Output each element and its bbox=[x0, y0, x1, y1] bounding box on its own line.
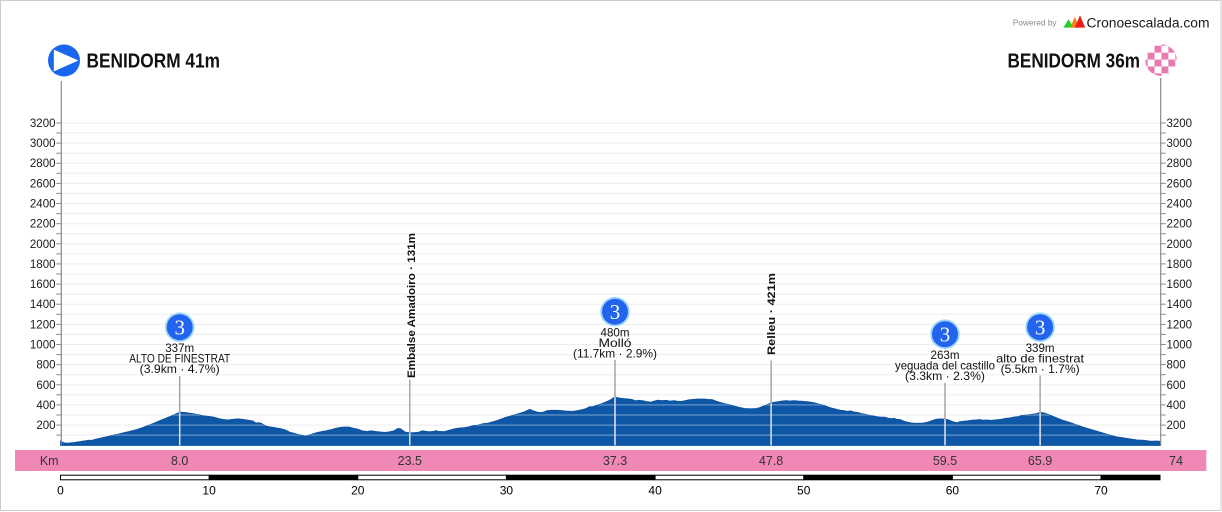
svg-text:2200: 2200 bbox=[1167, 219, 1193, 231]
svg-text:2800: 2800 bbox=[30, 158, 56, 170]
svg-text:600: 600 bbox=[1167, 380, 1186, 392]
svg-text:337m: 337m bbox=[165, 341, 194, 355]
svg-text:600: 600 bbox=[36, 380, 55, 392]
svg-text:1000: 1000 bbox=[30, 340, 56, 352]
svg-text:10: 10 bbox=[202, 484, 216, 498]
svg-text:(5.5km · 1.7%): (5.5km · 1.7%) bbox=[1001, 362, 1080, 376]
svg-text:800: 800 bbox=[1167, 360, 1186, 372]
svg-text:2400: 2400 bbox=[30, 199, 56, 211]
svg-text:1600: 1600 bbox=[1167, 279, 1193, 291]
svg-text:yeguada del castillo: yeguada del castillo bbox=[895, 359, 995, 373]
svg-text:59.5: 59.5 bbox=[933, 454, 957, 468]
svg-text:1200: 1200 bbox=[30, 319, 56, 331]
svg-text:74: 74 bbox=[1169, 454, 1183, 468]
svg-text:Powered by: Powered by bbox=[1013, 18, 1058, 28]
svg-text:3: 3 bbox=[174, 316, 185, 340]
svg-text:37.3: 37.3 bbox=[603, 454, 627, 468]
svg-text:400: 400 bbox=[1167, 400, 1186, 412]
svg-text:3000: 3000 bbox=[1167, 138, 1193, 150]
svg-text:BENIDORM 41m: BENIDORM 41m bbox=[87, 50, 221, 72]
svg-text:3: 3 bbox=[1035, 316, 1046, 340]
svg-text:200: 200 bbox=[36, 420, 55, 432]
svg-text:40: 40 bbox=[648, 484, 662, 498]
svg-text:ALTO DE FINESTRAT: ALTO DE FINESTRAT bbox=[129, 352, 230, 366]
svg-text:60: 60 bbox=[946, 484, 960, 498]
svg-text:1400: 1400 bbox=[1167, 299, 1193, 311]
svg-text:Relleu · 421m: Relleu · 421m bbox=[766, 273, 778, 355]
svg-text:2200: 2200 bbox=[30, 219, 56, 231]
svg-text:(11.7km · 2.9%): (11.7km · 2.9%) bbox=[573, 347, 657, 361]
svg-text:339m: 339m bbox=[1026, 341, 1055, 355]
svg-text:3200: 3200 bbox=[30, 118, 56, 130]
svg-text:1400: 1400 bbox=[30, 299, 56, 311]
svg-text:200: 200 bbox=[1167, 420, 1186, 432]
svg-text:alto de finestrat: alto de finestrat bbox=[996, 352, 1085, 366]
svg-text:20: 20 bbox=[351, 484, 365, 498]
svg-text:400: 400 bbox=[36, 400, 55, 412]
svg-text:2800: 2800 bbox=[1167, 158, 1193, 170]
svg-text:2000: 2000 bbox=[1167, 239, 1193, 251]
svg-text:30: 30 bbox=[500, 484, 514, 498]
svg-text:65.9: 65.9 bbox=[1028, 454, 1052, 468]
svg-text:(3.9km · 4.7%): (3.9km · 4.7%) bbox=[140, 362, 220, 376]
svg-text:263m: 263m bbox=[931, 348, 960, 362]
svg-text:2000: 2000 bbox=[30, 239, 56, 251]
svg-text:1800: 1800 bbox=[1167, 259, 1193, 271]
svg-text:1600: 1600 bbox=[30, 279, 56, 291]
svg-text:Embalse Amadoiro · 131m: Embalse Amadoiro · 131m bbox=[406, 233, 418, 378]
svg-text:BENIDORM 36m: BENIDORM 36m bbox=[1008, 50, 1141, 72]
svg-text:480m: 480m bbox=[601, 326, 630, 340]
svg-text:50: 50 bbox=[797, 484, 811, 498]
svg-text:8.0: 8.0 bbox=[171, 454, 188, 468]
svg-text:Km: Km bbox=[40, 454, 59, 468]
svg-text:3: 3 bbox=[940, 323, 951, 347]
svg-text:(3.3km · 2.3%): (3.3km · 2.3%) bbox=[905, 369, 985, 383]
svg-text:2600: 2600 bbox=[30, 178, 56, 190]
svg-text:Molló: Molló bbox=[599, 336, 632, 350]
svg-text:3000: 3000 bbox=[30, 138, 56, 150]
svg-text:1000: 1000 bbox=[1167, 340, 1193, 352]
svg-text:2400: 2400 bbox=[1167, 199, 1193, 211]
svg-text:Cronoescalada.com: Cronoescalada.com bbox=[1087, 16, 1210, 31]
svg-text:70: 70 bbox=[1094, 484, 1108, 498]
svg-text:0: 0 bbox=[57, 484, 64, 498]
svg-text:3200: 3200 bbox=[1167, 118, 1193, 130]
svg-text:800: 800 bbox=[36, 360, 55, 372]
svg-text:23.5: 23.5 bbox=[398, 454, 422, 468]
svg-text:3: 3 bbox=[610, 300, 621, 324]
svg-text:1200: 1200 bbox=[1167, 319, 1193, 331]
svg-text:2600: 2600 bbox=[1167, 178, 1193, 190]
svg-text:47.8: 47.8 bbox=[759, 454, 783, 468]
svg-text:1800: 1800 bbox=[30, 259, 56, 271]
